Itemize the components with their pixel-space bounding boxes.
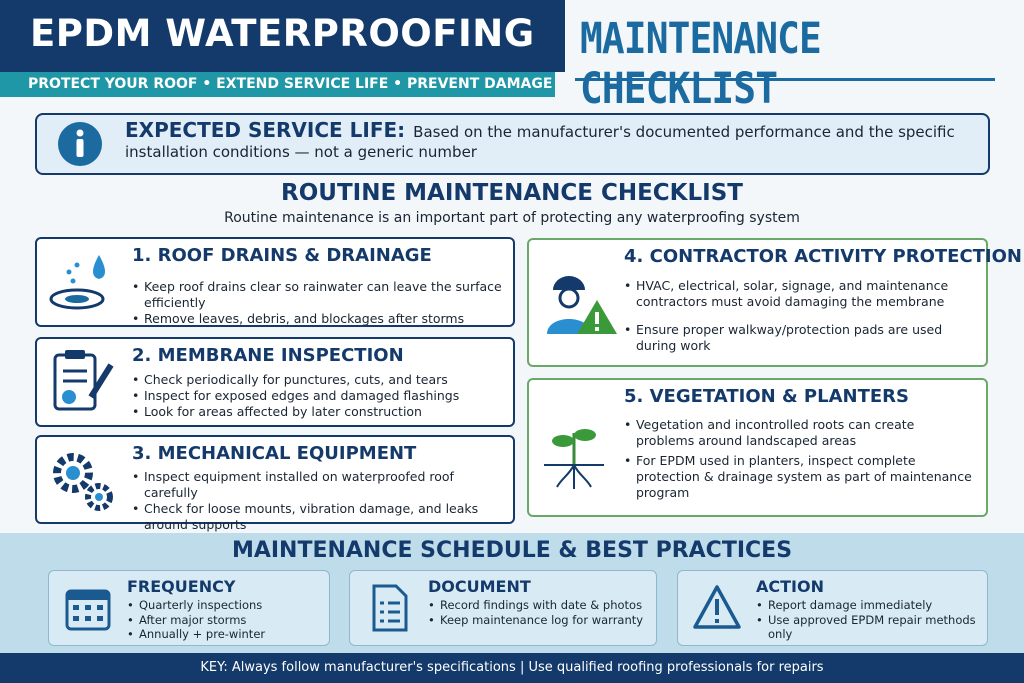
info-body: Based on the manufacturer's documented p… <box>125 123 955 161</box>
header-title-right: MAINTENANCE CHECKLIST <box>580 14 822 114</box>
warning-icon <box>693 585 741 629</box>
bullet: Use approved EPDM repair methods only <box>756 613 987 642</box>
card-icon <box>47 347 117 421</box>
header-subtitle: PROTECT YOUR ROOF • EXTEND SERVICE LIFE … <box>0 72 555 97</box>
bullet: Record findings with date & photos <box>428 598 643 613</box>
card-title: 3. MECHANICAL EQUIPMENT <box>132 443 417 464</box>
bullet-list: Quarterly inspectionsAfter major stormsA… <box>127 598 265 642</box>
bullet: Inspect equipment installed on waterproo… <box>132 469 502 501</box>
drain-icon <box>49 255 105 310</box>
bullet: Quarterly inspections <box>127 598 265 613</box>
title-underline <box>575 78 995 81</box>
bullet: After major storms <box>127 613 265 628</box>
schedule-title: MAINTENANCE SCHEDULE & BEST PRACTICES <box>231 538 793 563</box>
bullet: Keep roof drains clear so rainwater can … <box>132 279 502 311</box>
bullet-list: HVAC, electrical, solar, signage, and ma… <box>624 278 975 354</box>
schedule-item-title: FREQUENCY <box>127 577 236 596</box>
footer: KEY: Always follow manufacturer's specif… <box>0 653 1024 683</box>
card: 1. ROOF DRAINS & DRAINAGE Keep roof drain… <box>35 237 515 327</box>
bullet: Check for loose mounts, vibration damage… <box>132 501 502 533</box>
schedule-icon <box>364 583 414 637</box>
bullet: Report damage immediately <box>756 598 987 613</box>
bullet: Remove leaves, debris, and blockages aft… <box>132 311 502 327</box>
plant-icon <box>544 428 604 489</box>
card-icon <box>47 445 117 519</box>
info-text: EXPECTED SERVICE LIFE: Based on the manuf… <box>125 120 975 162</box>
document-icon <box>372 584 408 632</box>
card-title: 5. VEGETATION & PLANTERS <box>624 386 909 407</box>
card: 3. MECHANICAL EQUIPMENT Inspect equipment… <box>35 435 515 532</box>
bullet: Keep maintenance log for warranty <box>428 613 643 628</box>
schedule-box: DOCUMENT Record findings with date & phot… <box>349 570 657 646</box>
bullet: Inspect for exposed edges and damaged fl… <box>132 388 502 404</box>
bullet-list: Report damage immediatelyUse approved EP… <box>756 598 987 642</box>
card: 4. CONTRACTOR ACTIVITY PROTECTION HVAC, e… <box>527 238 1022 367</box>
bullet-list: Inspect equipment installed on waterproo… <box>132 469 502 533</box>
schedule-icon <box>63 583 113 637</box>
calendar-icon <box>65 589 111 631</box>
bullet: Check periodically for punctures, cuts, … <box>132 372 502 388</box>
card-title: 4. CONTRACTOR ACTIVITY PROTECTION <box>624 246 1022 267</box>
card-title: 1. ROOF DRAINS & DRAINAGE <box>132 245 432 266</box>
bullet: For EPDM used in planters, inspect compl… <box>624 453 975 501</box>
gears-icon <box>53 452 113 511</box>
schedule-box: FREQUENCY Quarterly inspectionsAfter majo… <box>48 570 330 646</box>
schedule-item-title: DOCUMENT <box>428 577 531 596</box>
card-icon <box>47 247 117 321</box>
header-title: EPDM WATERPROOFING <box>0 0 565 72</box>
worker-icon <box>547 275 617 334</box>
bullet: Look for areas affected by later constru… <box>132 404 502 420</box>
bullet: Ensure proper walkway/protection pads ar… <box>624 322 975 354</box>
info-label: EXPECTED SERVICE LIFE: <box>125 118 406 142</box>
card: 2. MEMBRANE INSPECTION Check periodically… <box>35 337 515 427</box>
bullet-list: Check periodically for punctures, cuts, … <box>132 372 502 420</box>
section-title: ROUTINE MAINTENANCE CHECKLIST <box>281 180 743 206</box>
clipboard-icon <box>53 350 114 411</box>
schedule-item-title: ACTION <box>756 577 824 596</box>
card-icon <box>539 413 609 497</box>
bullet-list: Record findings with date & photosKeep m… <box>428 598 643 627</box>
info-box <box>35 113 990 175</box>
bullet: Annually + pre-winter <box>127 627 265 642</box>
schedule-icon <box>692 583 742 637</box>
schedule-box: ACTION Report damage immediatelyUse appro… <box>677 570 988 646</box>
info-icon <box>58 122 102 166</box>
card-icon <box>539 268 619 342</box>
bullet: HVAC, electrical, solar, signage, and ma… <box>624 278 975 310</box>
card: 5. VEGETATION & PLANTERS Vegetation and i… <box>527 378 988 517</box>
bullet: Vegetation and incontrolled roots can cr… <box>624 417 975 449</box>
bullet-list: Vegetation and incontrolled roots can cr… <box>624 417 975 501</box>
card-title: 2. MEMBRANE INSPECTION <box>132 345 404 366</box>
section-subtitle: Routine maintenance is an important part… <box>224 210 800 226</box>
bullet-list: Keep roof drains clear so rainwater can … <box>132 279 502 327</box>
